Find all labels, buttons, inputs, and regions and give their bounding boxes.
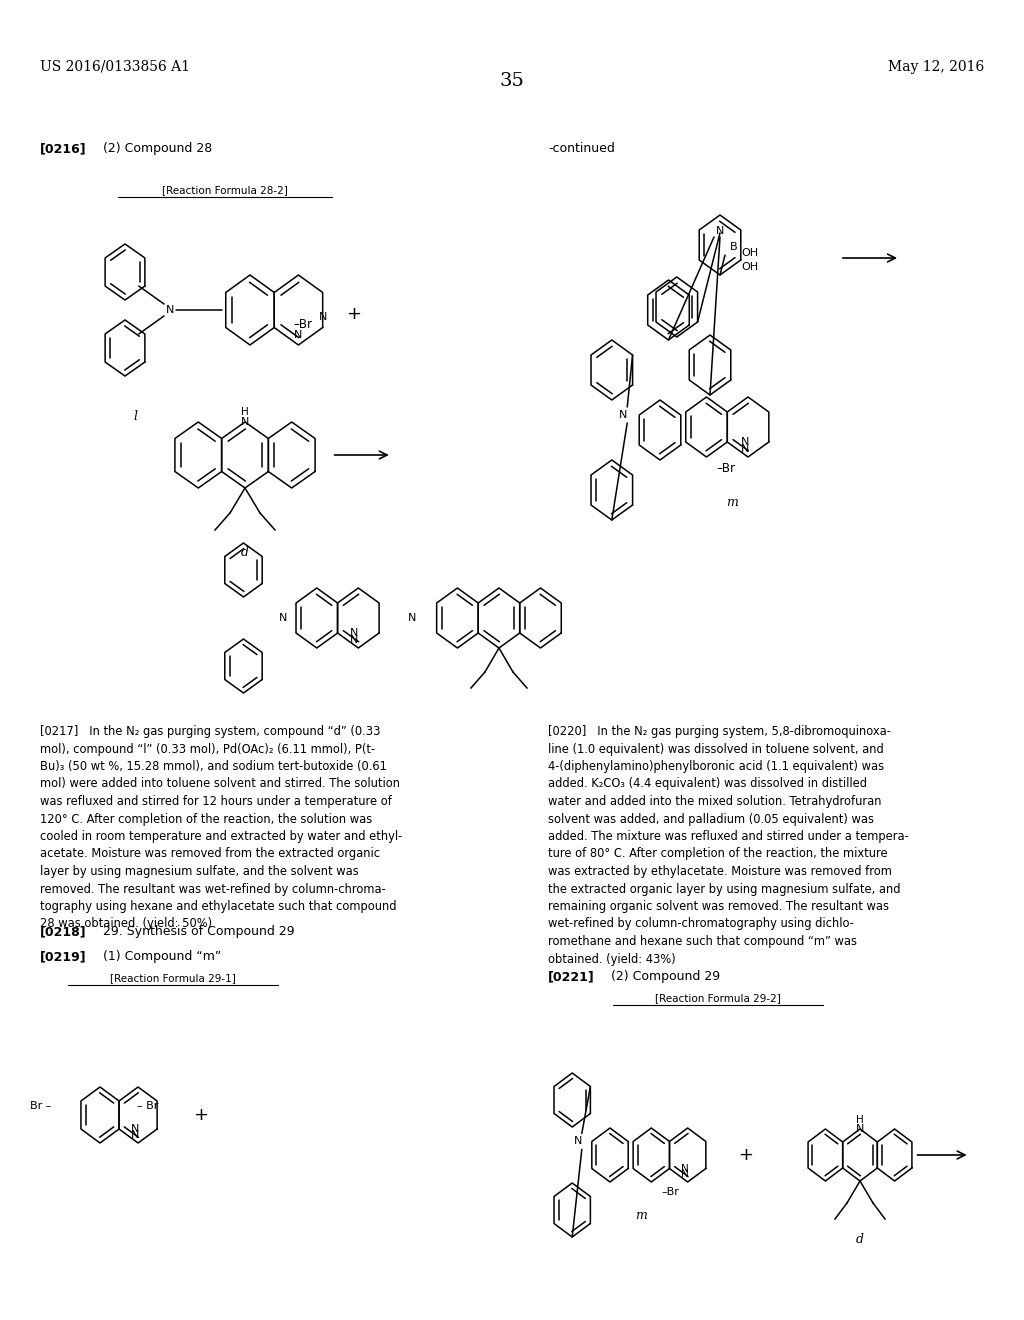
Text: N: N <box>279 612 288 623</box>
Text: N: N <box>573 1137 582 1147</box>
Text: l: l <box>133 411 137 422</box>
Text: [0217]   In the N₂ gas purging system, compound “d” (0.33
mol), compound “l” (0.: [0217] In the N₂ gas purging system, com… <box>40 725 402 931</box>
Text: -continued: -continued <box>548 143 614 154</box>
Text: N: N <box>350 628 358 638</box>
Text: +: + <box>346 305 360 323</box>
Text: N: N <box>856 1125 864 1134</box>
Text: +: + <box>194 1106 209 1125</box>
Text: 35: 35 <box>500 73 524 90</box>
Text: N: N <box>740 437 750 447</box>
Text: N: N <box>131 1125 139 1134</box>
Text: [0221]: [0221] <box>548 970 595 983</box>
Text: H: H <box>241 407 249 417</box>
Text: N: N <box>408 612 416 623</box>
Text: N: N <box>131 1130 139 1140</box>
Text: May 12, 2016: May 12, 2016 <box>888 59 984 74</box>
Text: OH: OH <box>741 248 758 257</box>
Text: m: m <box>726 496 738 510</box>
Text: d: d <box>856 1233 864 1246</box>
Text: N: N <box>620 411 628 420</box>
Text: [0220]   In the N₂ gas purging system, 5,8-dibromoquinoxa-
line (1.0 equivalent): [0220] In the N₂ gas purging system, 5,8… <box>548 725 908 965</box>
Text: [0216]: [0216] <box>40 143 87 154</box>
Text: N: N <box>350 635 358 645</box>
Text: B: B <box>730 242 737 252</box>
Text: +: + <box>738 1146 754 1164</box>
Text: (2) Compound 29: (2) Compound 29 <box>611 970 720 983</box>
Text: [Reaction Formula 29-1]: [Reaction Formula 29-1] <box>110 973 236 983</box>
Text: N: N <box>166 305 174 315</box>
Text: –Br: –Br <box>294 318 313 330</box>
Text: (2) Compound 28: (2) Compound 28 <box>103 143 212 154</box>
Text: (1) Compound “m”: (1) Compound “m” <box>103 950 221 964</box>
Text: N: N <box>681 1164 688 1173</box>
Text: Br –: Br – <box>30 1101 51 1111</box>
Text: [Reaction Formula 28-2]: [Reaction Formula 28-2] <box>162 185 288 195</box>
Text: –Br: –Br <box>662 1187 679 1197</box>
Text: N: N <box>716 226 724 236</box>
Text: m: m <box>636 1209 647 1222</box>
Text: –Br: –Br <box>717 462 735 475</box>
Text: N: N <box>241 417 249 426</box>
Text: [0218]: [0218] <box>40 925 87 939</box>
Text: N: N <box>740 444 750 454</box>
Text: 29. Synthesis of Compound 29: 29. Synthesis of Compound 29 <box>103 925 295 939</box>
Text: H: H <box>856 1115 864 1125</box>
Text: US 2016/0133856 A1: US 2016/0133856 A1 <box>40 59 190 74</box>
Text: N: N <box>681 1170 688 1179</box>
Text: [0219]: [0219] <box>40 950 87 964</box>
Text: OH: OH <box>741 261 758 272</box>
Text: N: N <box>318 313 327 322</box>
Text: – Br: – Br <box>137 1101 159 1111</box>
Text: d: d <box>241 546 249 558</box>
Text: [Reaction Formula 29-2]: [Reaction Formula 29-2] <box>655 993 781 1003</box>
Text: N: N <box>294 330 303 341</box>
